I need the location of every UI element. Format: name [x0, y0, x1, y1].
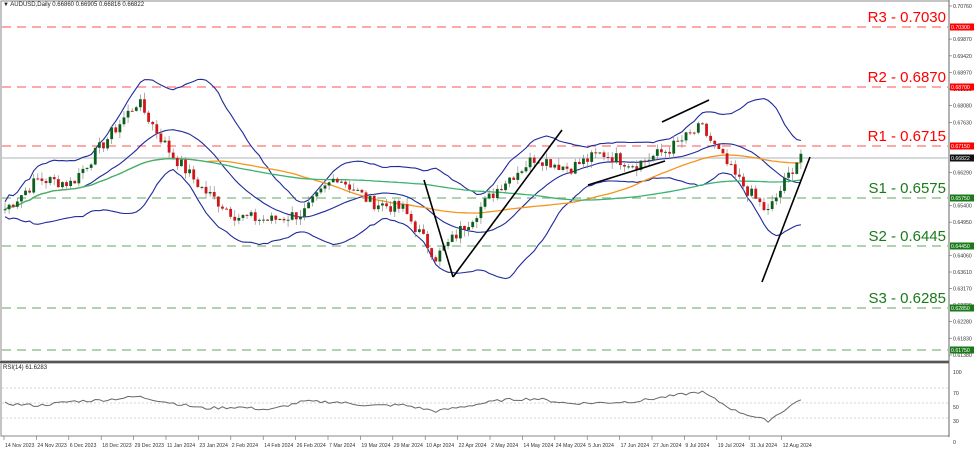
date-tick: 31 Jul 2024 — [750, 443, 777, 449]
date-tick: 12 Aug 2024 — [783, 443, 812, 449]
date-tick: 18 Dec 2023 — [102, 443, 132, 449]
date-tick: 29 Dec 2023 — [135, 443, 165, 449]
price-tick: 0.68080 — [953, 104, 972, 110]
date-tick: 14 May 2024 — [523, 443, 553, 449]
date-tick: 19 Mar 2024 — [361, 443, 390, 449]
trendlines[interactable] — [423, 99, 811, 283]
main-pane-frame — [0, 0, 950, 362]
chart-title: ▼ AUDUSD,Daily 0.66860 0.66905 0.66816 0… — [3, 2, 144, 8]
chart-title-text: AUDUSD,Daily 0.66860 0.66905 0.66816 0.6… — [10, 2, 145, 8]
level-label-r1: R1 - 0.6715 — [868, 128, 946, 145]
price-tick: 0.69870 — [953, 37, 972, 43]
date-tick: 14 Feb 2024 — [264, 443, 293, 449]
price-tick: 0.67630 — [953, 120, 972, 126]
price-tick: 0.64950 — [953, 220, 972, 226]
price-tick: 0.63610 — [953, 270, 972, 276]
price-tick: 0.61380 — [953, 353, 972, 359]
svg-text:0.64450: 0.64450 — [951, 244, 970, 250]
level-labels: R3 - 0.7030 R2 - 0.6870 R1 - 0.6715 S1 - 0.… — [868, 9, 946, 307]
level-label-r2: R2 - 0.6870 — [868, 69, 946, 86]
date-tick: 17 Jun 2024 — [621, 443, 650, 449]
date-tick: 14 Nov 2023 — [5, 443, 35, 449]
price-tick: 0.62280 — [953, 320, 972, 326]
price-tag-s4 — [950, 346, 974, 354]
price-tick: 0.70760 — [953, 4, 972, 10]
rsi-tick: 0 — [953, 440, 956, 446]
price-tick: 0.68970 — [953, 71, 972, 77]
level-label-s2: S2 - 0.6445 — [868, 228, 946, 245]
date-tick: 11 Jan 2024 — [167, 443, 195, 449]
ma-green — [4, 158, 801, 210]
price-tick: 0.69420 — [953, 54, 972, 60]
price-tick: 0.63170 — [953, 286, 972, 292]
level-label-s1: S1 - 0.6575 — [868, 180, 946, 197]
date-tick: 5 Jun 2024 — [588, 443, 614, 449]
collapse-triangle-icon[interactable]: ▼ — [3, 2, 9, 8]
trendline[interactable] — [761, 156, 811, 283]
rsi-axis: 100 70 50 30 0 — [953, 370, 962, 446]
level-label-r3: R3 - 0.7030 — [868, 9, 946, 26]
svg-text:0.67150: 0.67150 — [951, 144, 970, 150]
date-tick: 9 Jul 2024 — [685, 443, 709, 449]
rsi-tick: 50 — [953, 405, 959, 411]
level-label-s3: S3 - 0.6285 — [868, 290, 946, 307]
rsi-tick: 100 — [953, 370, 962, 376]
svg-text:0.65750: 0.65750 — [951, 196, 970, 202]
date-tick: 10 Apr 2024 — [426, 443, 454, 449]
date-tick: 24 Nov 2023 — [37, 443, 67, 449]
bollinger-upper — [4, 78, 802, 203]
trendline[interactable] — [452, 129, 563, 278]
bollinger-middle — [4, 129, 801, 233]
price-tag-r2 — [950, 83, 974, 91]
price-tag-r3 — [950, 23, 974, 31]
svg-text:0.68700: 0.68700 — [951, 85, 970, 91]
rsi-title: RSI(14) 61.6283 — [3, 365, 48, 371]
rsi-line — [4, 390, 802, 423]
date-tick: 2 Feb 2024 — [232, 443, 258, 449]
svg-text:0.61750: 0.61750 — [951, 348, 970, 354]
price-tick: 0.64060 — [953, 253, 972, 259]
price-tick: 0.65400 — [953, 203, 972, 209]
price-tick: 0.61830 — [953, 336, 972, 342]
svg-text:0.62850: 0.62850 — [951, 306, 970, 312]
time-axis[interactable]: 14 Nov 2023 24 Nov 2023 6 Dec 2023 18 Dec 2… — [3, 436, 812, 449]
date-tick: 7 Mar 2024 — [329, 443, 355, 449]
rsi-tick: 30 — [953, 419, 959, 425]
price-axis[interactable]: 0.707600.698700.694200.689700.685300.680… — [948, 0, 974, 437]
date-tick: 19 Jul 2024 — [718, 443, 745, 449]
date-tick: 23 Jan 2024 — [199, 443, 228, 449]
rsi-pane-frame — [0, 362, 950, 437]
date-tick: 22 Apr 2024 — [459, 443, 487, 449]
price-tag-r1 — [950, 142, 974, 150]
svg-text:0.66822: 0.66822 — [951, 156, 970, 162]
date-tick: 6 Dec 2023 — [70, 443, 97, 449]
date-tick: 26 Feb 2024 — [297, 443, 326, 449]
trendline[interactable] — [587, 160, 666, 186]
price-tag-s3 — [950, 304, 974, 312]
price-tag-s2 — [950, 242, 974, 250]
trendline[interactable] — [661, 99, 710, 123]
candlesticks — [3, 92, 803, 267]
rsi-path — [4, 390, 802, 423]
price-tick: 0.66290 — [953, 170, 972, 176]
date-tick: 27 Jun 2024 — [653, 443, 682, 449]
date-tick: 2 May 2024 — [491, 443, 518, 449]
current-price-tag — [950, 154, 974, 162]
date-tick: 24 May 2024 — [556, 443, 586, 449]
rsi-tick: 70 — [953, 391, 959, 397]
date-tick: 29 Mar 2024 — [394, 443, 423, 449]
trendline[interactable] — [423, 179, 454, 278]
svg-text:0.70300: 0.70300 — [951, 25, 970, 31]
bollinger-lower — [4, 168, 801, 280]
price-tag-s1 — [950, 194, 974, 202]
